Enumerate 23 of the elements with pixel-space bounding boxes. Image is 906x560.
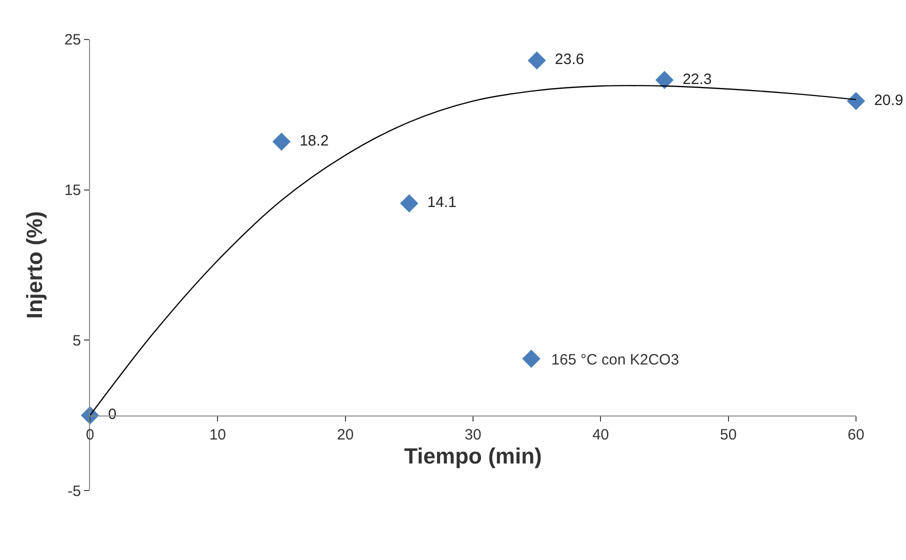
point [528,51,546,70]
data-label: 14.1 [418,194,456,212]
y-tick-label: 25 [64,32,81,49]
data-label: 18.2 [291,132,329,150]
point [655,70,674,90]
legend-label: 165 °C con K2CO3 [551,352,680,369]
point [272,132,291,151]
data-label: 22.3 [674,70,712,88]
data-label: 20.9 [866,92,904,109]
x-tick-label: 50 [720,426,737,444]
data-label: 23.6 [546,51,584,68]
y-axis-title: Injerto (%) [22,211,48,319]
x-tick-label: 20 [336,426,354,444]
x-tick-label: 40 [592,426,610,444]
y-tick-label: 15 [64,182,81,200]
y-tick-label: -5 [68,482,81,500]
point [400,194,418,212]
y-tick-label: 5 [72,332,81,350]
x-axis-title: Tiempo (min) [404,443,542,468]
x-tick-label: 30 [464,426,482,444]
point [846,92,866,110]
x-tick-label: 10 [209,426,226,444]
x-tick-label: 60 [848,426,864,444]
